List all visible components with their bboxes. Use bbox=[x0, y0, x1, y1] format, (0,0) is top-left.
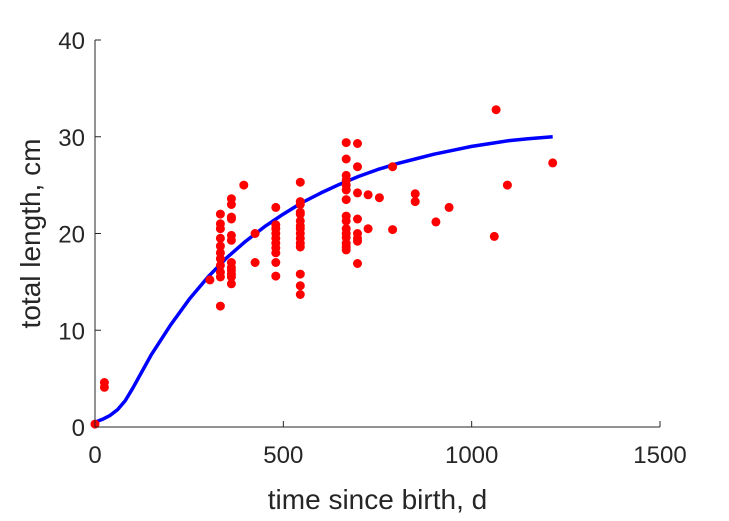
x-tick-label: 500 bbox=[263, 442, 303, 469]
data-point bbox=[548, 158, 558, 168]
data-point bbox=[215, 241, 225, 251]
data-point bbox=[271, 202, 281, 212]
data-point bbox=[226, 279, 236, 289]
data-point bbox=[295, 209, 305, 219]
data-point bbox=[353, 236, 362, 246]
data-point bbox=[226, 200, 236, 209]
data-point bbox=[99, 382, 109, 392]
fitted-curve-layer bbox=[94, 135, 553, 424]
data-point bbox=[489, 231, 499, 241]
data-point bbox=[431, 217, 441, 227]
y-tick-label: 10 bbox=[58, 318, 85, 345]
data-point bbox=[271, 258, 281, 267]
data-point bbox=[226, 214, 236, 224]
data-point bbox=[295, 269, 305, 279]
data-point bbox=[215, 254, 225, 264]
data-point bbox=[271, 271, 281, 281]
y-tick-label: 20 bbox=[58, 222, 85, 249]
data-point bbox=[250, 258, 260, 267]
data-point bbox=[215, 209, 225, 219]
data-point bbox=[271, 248, 281, 258]
data-point bbox=[215, 301, 225, 311]
data-point bbox=[295, 200, 305, 209]
data-point bbox=[341, 216, 351, 226]
data-point bbox=[363, 190, 373, 200]
data-point bbox=[353, 139, 362, 148]
data-point bbox=[341, 138, 351, 148]
data-point bbox=[295, 177, 305, 187]
data-point bbox=[226, 272, 236, 282]
y-axis-ticks: 0 10 20 30 40 bbox=[58, 28, 101, 442]
data-point bbox=[205, 275, 215, 285]
data-point bbox=[353, 162, 362, 172]
data-point bbox=[341, 195, 351, 205]
data-point bbox=[239, 180, 249, 190]
x-tick-label: 0 bbox=[88, 442, 101, 469]
data-point bbox=[363, 224, 373, 234]
data-point bbox=[491, 105, 501, 115]
data-point bbox=[353, 259, 362, 268]
x-axis-ticks: 0 500 1000 1500 bbox=[88, 421, 687, 469]
data-point bbox=[388, 225, 398, 235]
data-point bbox=[250, 229, 260, 238]
axes: 0 500 1000 1500 0 10 20 30 40 time since birth,… bbox=[15, 28, 687, 515]
data-point bbox=[502, 180, 512, 190]
data-point bbox=[295, 290, 305, 299]
data-point bbox=[410, 189, 420, 199]
x-axis-label: time since birth, d bbox=[268, 484, 487, 515]
data-point bbox=[215, 224, 225, 234]
y-tick-label: 40 bbox=[58, 28, 85, 55]
plot-area bbox=[90, 105, 558, 429]
data-point bbox=[215, 272, 225, 282]
data-point bbox=[353, 188, 362, 198]
data-point bbox=[295, 281, 305, 291]
x-tick-label: 1500 bbox=[633, 442, 686, 469]
data-point bbox=[215, 260, 225, 270]
data-point bbox=[341, 154, 351, 164]
fitted-growth-curve bbox=[94, 135, 553, 424]
y-axis-label: total length, cm bbox=[15, 139, 46, 329]
y-tick-label: 30 bbox=[58, 125, 85, 152]
data-points-layer bbox=[90, 105, 558, 429]
data-point bbox=[341, 185, 351, 195]
data-point bbox=[215, 233, 225, 243]
data-point bbox=[388, 162, 398, 172]
data-point bbox=[341, 245, 351, 255]
data-point bbox=[374, 193, 384, 203]
data-point bbox=[410, 197, 420, 207]
data-point bbox=[226, 235, 236, 245]
data-point bbox=[353, 214, 362, 224]
x-tick-label: 1000 bbox=[445, 442, 498, 469]
data-point bbox=[444, 202, 454, 212]
data-point bbox=[295, 242, 305, 252]
y-tick-label: 0 bbox=[72, 415, 85, 442]
